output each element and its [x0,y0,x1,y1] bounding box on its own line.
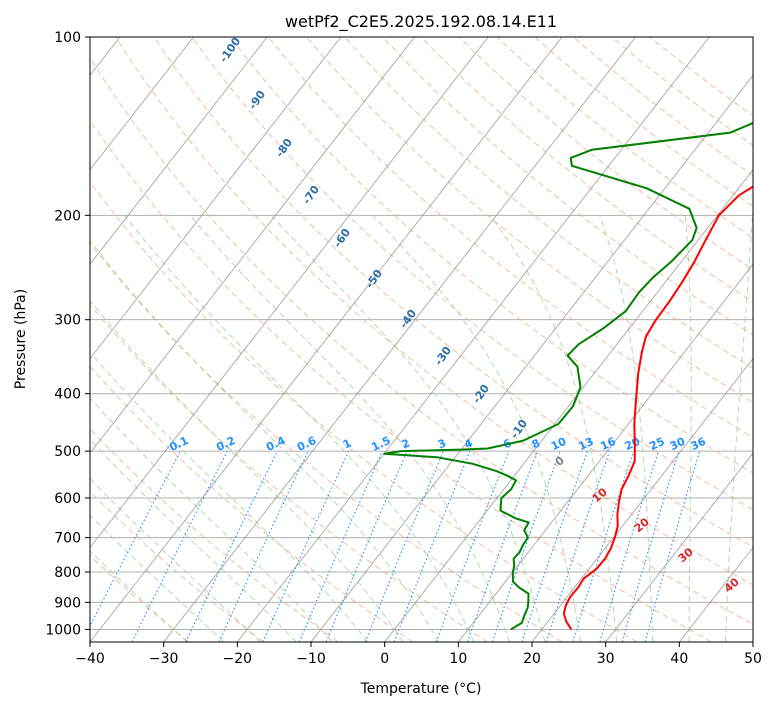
isotherm-10 [457,263,753,642]
moist-adiabat-20 [270,214,546,642]
x-tick-label: −40 [75,651,105,667]
y-axis-ticks: 1000 900 800 700 600 500 400 300 200 100 [45,30,90,638]
x-tick-label: 20 [523,651,541,667]
mixing-ratio-line-17 [644,450,701,642]
moist-adiabat--10 [90,397,333,642]
y-tick-label: 700 [54,531,81,547]
mixing-ratio-line-15 [599,450,660,642]
mixing-ratio-line-8 [393,450,471,642]
mixing-ratio-line-11 [491,450,561,642]
dry-adiabat-140 [420,37,753,303]
chart-title: wetPf2_C2E5.2025.192.08.14.E11 [285,12,557,32]
plot-area [90,37,753,642]
moist-adiabat--30 [90,550,188,642]
y-tick-label: 500 [54,444,81,460]
y-tick-label: 300 [54,313,81,329]
mixing-ratio-line-9 [435,450,510,642]
dry-adiabat-50 [90,56,753,625]
isotherm-30 [605,452,753,642]
y-tick-label: 400 [54,387,81,403]
dewpoint-line [383,121,753,631]
moist-adiabat-0 [90,299,404,642]
isotherms [90,37,753,642]
dry-adiabat-40 [90,119,712,642]
moist-adiabat--20 [90,477,261,642]
x-tick-label: 40 [670,651,688,667]
mixing-ratio-line-6 [325,450,408,642]
mixing-ratio-label: 10 [549,435,569,453]
x-tick-label: −10 [296,651,326,667]
x-tick-label: −20 [223,651,253,667]
isotherm--90 [90,37,194,171]
plot-frame [89,36,754,643]
mixing-ratio-label: 13 [576,435,595,453]
dry-adiabat--30 [90,554,190,642]
mixing-ratio-line-10 [466,450,538,642]
x-tick-label: 30 [597,651,615,667]
x-tick-label: 10 [449,651,467,667]
dry-adiabat-100 [267,37,753,438]
y-tick-label: 600 [54,491,81,507]
dry-adiabat-130 [382,37,753,336]
dry-adiabat--10 [90,427,339,642]
dry-adiabat-90 [229,37,753,474]
y-tick-label: 1000 [45,622,81,638]
mixing-ratio-label: 16 [598,435,618,453]
moist-adiabat-30 [489,215,618,642]
isotherm--40 [90,37,563,642]
dry-adiabat-80 [191,37,753,511]
mixing-ratio-line-14 [572,450,635,642]
y-tick-label: 200 [54,208,81,224]
y-tick-label: 800 [54,565,81,581]
mixing-ratio-label: 36 [689,435,709,453]
isotherm--70 [90,37,342,360]
mixing-ratio-line-13 [545,450,611,642]
moist-adiabat--15 [90,439,297,642]
moist-adiabat-40 [684,215,692,642]
isotherm--50 [90,37,489,549]
mixing-ratio-lines [90,450,701,642]
mixing-ratio-line-16 [621,450,680,642]
y-tick-label: 100 [54,30,81,46]
isotherm-0 [384,169,753,642]
dry-adiabat-60 [115,37,753,586]
mixing-ratio-line-12 [521,450,589,642]
moist-adiabat--5 [90,351,369,642]
isotherm--30 [163,37,636,642]
x-axis-ticks: −40 −30 −20 −10 0 10 20 30 40 50 [75,642,762,667]
moist-adiabat-10 [124,214,475,642]
isotherm-20 [531,357,753,642]
y-axis-label: Pressure (hPa) [13,289,29,389]
moist-adiabat--25 [90,514,225,642]
moist-adiabat-45 [725,215,753,642]
mixing-ratio-line-5 [298,450,384,642]
x-axis-label: Temperature (°C) [360,681,482,697]
moist-adiabat-5 [90,239,439,642]
dry-adiabat-10 [90,303,488,642]
x-tick-label: −30 [149,651,179,667]
profile-series [383,121,753,631]
temperature-line [562,185,753,630]
mixing-ratio-line-4 [262,450,350,642]
x-tick-label: 50 [744,651,762,667]
isotherm--20 [236,37,710,642]
mixing-ratio-label: 30 [668,435,688,453]
mixing-ratio-line-7 [364,450,444,642]
dry-adiabat-20 [90,242,563,642]
mixing-ratio-line-1 [131,450,228,642]
isotherm--80 [90,37,268,265]
y-tick-label: 900 [54,595,81,611]
mixing-ratio-label: 20 [623,435,643,453]
moist-adiabat-35 [599,215,654,642]
mixing-ratio-label: 25 [647,435,666,453]
x-tick-label: 0 [380,651,389,667]
isotherm--10 [310,74,753,642]
isotherm--60 [90,37,415,454]
dry-adiabat-30 [90,181,638,642]
moist-adiabats [90,214,753,642]
